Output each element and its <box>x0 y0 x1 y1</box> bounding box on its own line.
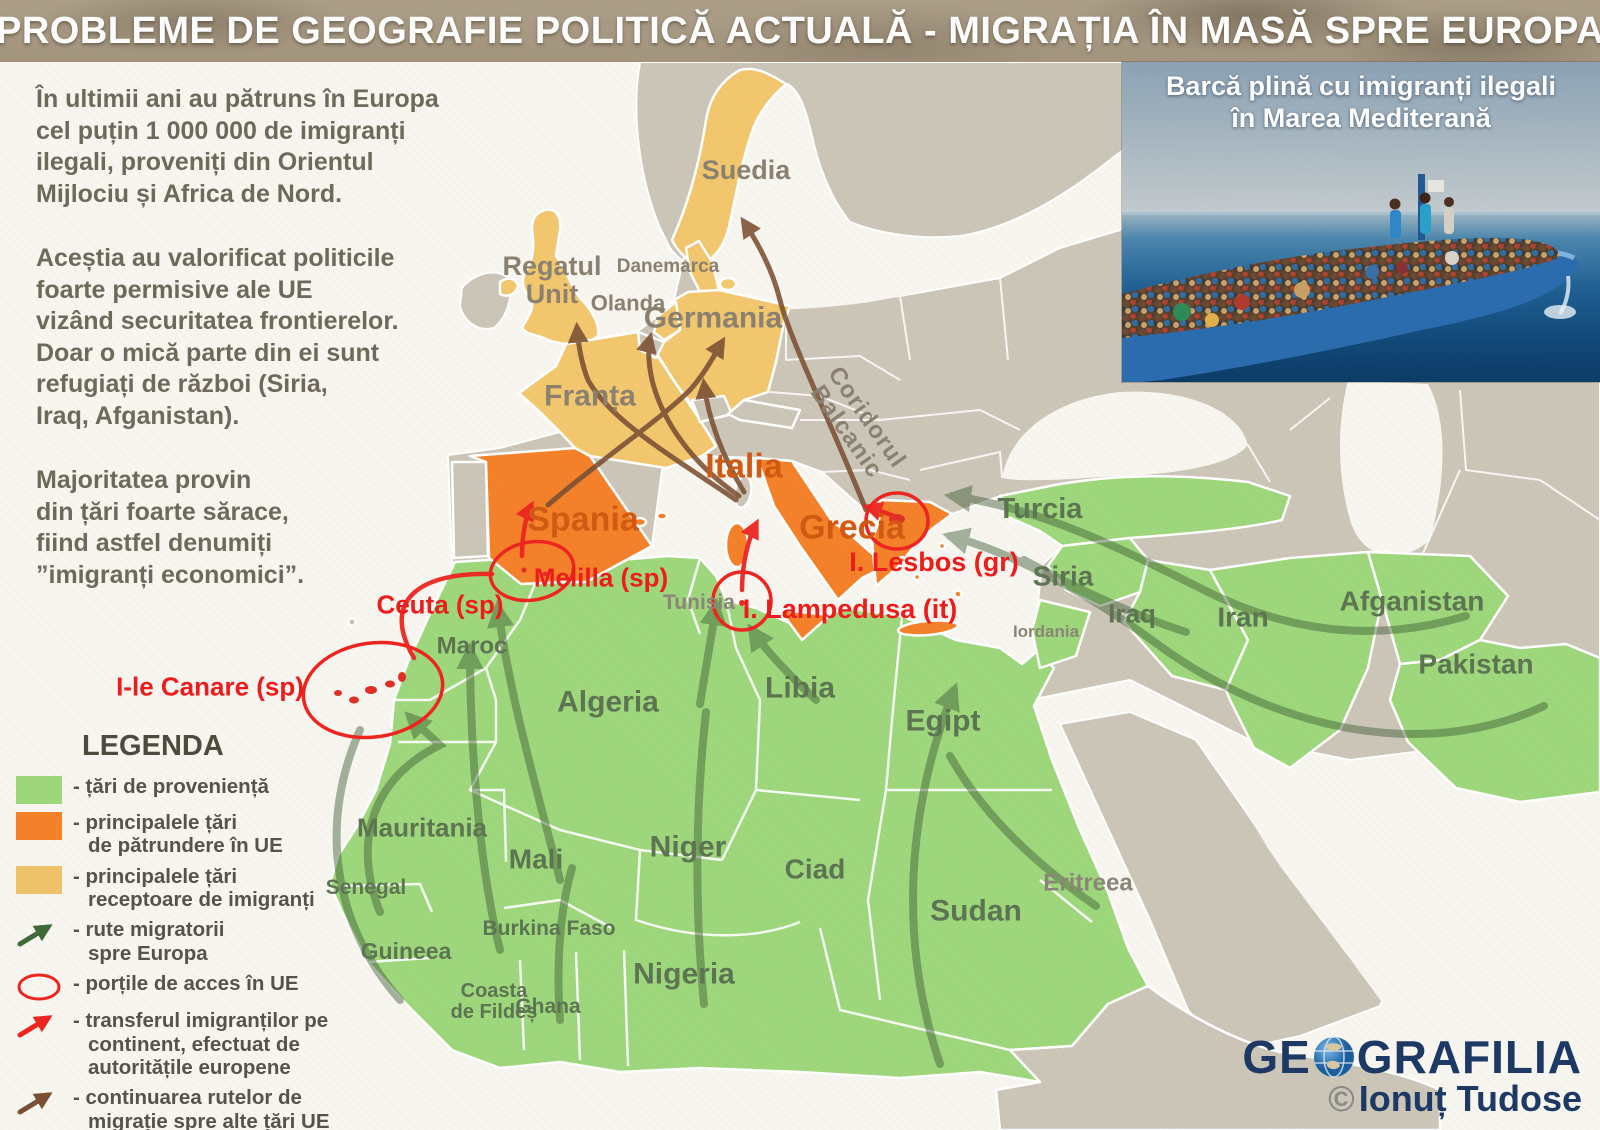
orange-swatch-icon <box>16 812 62 840</box>
intro-paragraph-3: Majoritatea provin din țări foarte sărac… <box>36 466 305 589</box>
map-label-italia: Italia <box>705 447 783 486</box>
red-arrow-icon <box>17 1015 53 1038</box>
map-label-danemarca: Danemarca <box>616 256 720 278</box>
map-label-coasta-de-filde: Coasta de Fildeș <box>450 980 538 1023</box>
map-label-i-le-canare-sp: I-le Canare (sp) <box>116 671 304 702</box>
map-label-iraq: Iraq <box>1108 598 1156 629</box>
europe-borders <box>769 277 1600 561</box>
map-label-i-lampedusa-it: I. Lampedusa (it) <box>742 593 958 624</box>
map-label-olanda: Olanda <box>590 290 666 316</box>
map-label-afganistan: Afganistan <box>1339 585 1485 617</box>
map-label-siria: Siria <box>1032 560 1094 592</box>
logo-credit-row: © Ionuț Tudose <box>1242 1078 1582 1120</box>
map-label-tunisia: Tunisia <box>663 591 735 615</box>
map-label-turcia: Turcia <box>997 492 1083 525</box>
map-label-ciad: Ciad <box>784 853 846 885</box>
yellow-swatch-icon <box>16 865 62 894</box>
photo-boat-art <box>1122 174 1600 382</box>
green-arrow-icon <box>17 924 53 947</box>
legend-label: - rute migratorii spre Europa <box>73 918 225 965</box>
map-label-pakistan: Pakistan <box>1418 648 1534 680</box>
intro-paragraph-1: În ultimii ani au pătruns în Europa cel … <box>36 85 439 208</box>
intro-paragraph-2: Aceștia au valorificat politicile foarte… <box>36 244 399 430</box>
legend-item-transfer: - transferul imigranților pe continent, … <box>16 1009 366 1079</box>
map-label-algeria: Algeria <box>557 685 659 719</box>
logo-text-right: GRAFILIA <box>1356 1031 1582 1083</box>
map-label-burkina-faso: Burkina Faso <box>482 917 616 941</box>
logo-brand-row: GE GRAFILIA <box>1242 1030 1582 1084</box>
map-label-melilla-sp: Melilla (sp) <box>533 562 669 593</box>
legend-item-source-countries: - țări de proveniență <box>16 775 366 804</box>
header-bar: PROBLEME DE GEOGRAFIE POLITICĂ ACTUALĂ -… <box>0 0 1600 62</box>
map-label-senegal: Senegal <box>325 876 407 900</box>
geografilia-logo: GE GRAFILIA © Ionuț Tudose <box>1242 1030 1582 1120</box>
green-routes <box>332 485 1548 1068</box>
brown-arrow-icon <box>17 1092 53 1115</box>
legend-label: - porțile de acces în UE <box>73 972 299 996</box>
map-label-libia: Libia <box>764 671 836 705</box>
map-label-guineea: Guineea <box>360 938 452 965</box>
map-label-mauritania: Mauritania <box>356 812 488 843</box>
legend-label: - principalele țări receptoare de imigra… <box>73 864 315 912</box>
globe-icon <box>1313 1036 1354 1078</box>
map-label-regatul-unit: Regatul Unit <box>502 250 602 309</box>
legend-label: - transferul imigranților pe continent, … <box>73 1009 329 1079</box>
photo-sky <box>1122 62 1600 212</box>
legend: LEGENDA - țări de proveniență - principa… <box>16 730 366 1130</box>
map-label-fran-a: Franța <box>544 379 636 413</box>
green-swatch-icon <box>16 776 62 804</box>
legend-item-continuation: - continuarea rutelor de migrație spre a… <box>16 1086 366 1130</box>
map-label-suedia: Suedia <box>701 154 791 185</box>
map-label-grecia: Grecia <box>799 508 905 547</box>
map-label-niger: Niger <box>649 830 727 864</box>
photo-caption: Barcă plină cu imigranți ilegali în Mare… <box>1165 71 1557 134</box>
map-label-spania: Spania <box>527 500 639 539</box>
logo-text-left: GE <box>1242 1031 1311 1083</box>
red-ellipse-icon <box>17 973 61 1001</box>
page-title: PROBLEME DE GEOGRAFIE POLITICĂ ACTUALĂ -… <box>0 9 1600 52</box>
legend-item-receiver-countries: - principalele țări receptoare de imigra… <box>16 865 366 912</box>
map-label-nigeria: Nigeria <box>633 957 735 991</box>
map-label-iran: Iran <box>1217 601 1269 633</box>
legend-item-entry-countries: - principalele țări de pătrundere în UE <box>16 811 366 858</box>
brown-routes <box>545 216 869 513</box>
intro-text-block: În ultimii ani au pătruns în Europa cel … <box>36 84 496 624</box>
legend-item-migration-routes: - rute migratorii spre Europa <box>16 918 366 965</box>
author-name: Ionuț Tudose <box>1358 1078 1582 1119</box>
map-label-i-lesbos-gr: I. Lesbos (gr) <box>849 546 1019 577</box>
legend-item-access-gates: - porțile de acces în UE <box>16 972 366 1002</box>
legend-label: - țări de proveniență <box>73 775 269 798</box>
map-label-mali: Mali <box>508 843 564 875</box>
legend-label: - continuarea rutelor de migrație spre a… <box>73 1086 330 1130</box>
legend-title: LEGENDA <box>82 730 224 762</box>
map-label-egipt: Egipt <box>905 704 981 738</box>
map-label-ghana: Ghana <box>515 995 581 1019</box>
map-label-sudan: Sudan <box>930 894 1022 928</box>
map-label-germania: Germania <box>643 301 783 335</box>
migrant-boat-photo: Barcă plină cu imigranți ilegali în Mare… <box>1122 62 1600 382</box>
red-routes <box>301 491 930 740</box>
copyright-icon: © <box>1328 1078 1355 1119</box>
map-label-ceuta-sp: Ceuta (sp) <box>376 589 504 620</box>
map-label-eritreea: Eritreea <box>1043 869 1133 897</box>
map-label-iordania: Iordania <box>1012 622 1080 642</box>
legend-label: - principalele țări de pătrundere în UE <box>73 811 283 858</box>
map-label-maroc: Maroc <box>436 632 508 660</box>
